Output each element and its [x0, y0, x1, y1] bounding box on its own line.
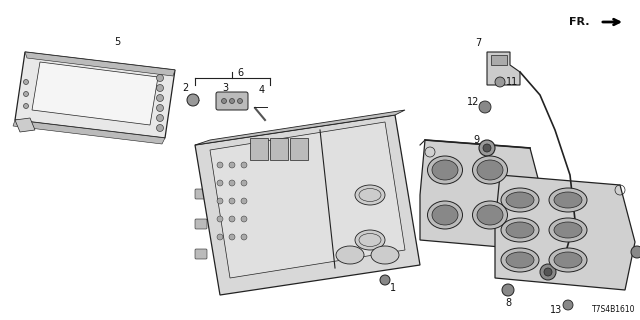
- Circle shape: [631, 246, 640, 258]
- Circle shape: [229, 180, 235, 186]
- Circle shape: [157, 115, 163, 122]
- Circle shape: [241, 216, 247, 222]
- Polygon shape: [487, 52, 520, 85]
- Circle shape: [241, 162, 247, 168]
- Ellipse shape: [371, 246, 399, 264]
- Circle shape: [229, 216, 235, 222]
- Ellipse shape: [549, 188, 587, 212]
- FancyBboxPatch shape: [195, 189, 207, 199]
- Polygon shape: [195, 115, 420, 295]
- Circle shape: [380, 275, 390, 285]
- Text: 11: 11: [506, 77, 518, 87]
- Circle shape: [241, 234, 247, 240]
- Ellipse shape: [477, 160, 503, 180]
- Ellipse shape: [477, 205, 503, 225]
- Bar: [290, 138, 308, 160]
- Ellipse shape: [549, 218, 587, 242]
- Circle shape: [187, 94, 199, 106]
- Text: 9: 9: [473, 135, 479, 145]
- Polygon shape: [15, 118, 35, 132]
- Ellipse shape: [506, 222, 534, 238]
- Circle shape: [229, 198, 235, 204]
- Circle shape: [229, 234, 235, 240]
- Circle shape: [24, 103, 29, 108]
- Circle shape: [157, 75, 163, 82]
- Circle shape: [502, 284, 514, 296]
- Ellipse shape: [355, 185, 385, 205]
- Text: 13: 13: [550, 305, 562, 315]
- Circle shape: [241, 198, 247, 204]
- Circle shape: [217, 198, 223, 204]
- Text: T7S4B1610: T7S4B1610: [591, 305, 635, 314]
- Ellipse shape: [549, 248, 587, 272]
- Text: 6: 6: [237, 68, 243, 78]
- Circle shape: [217, 162, 223, 168]
- Ellipse shape: [501, 248, 539, 272]
- FancyBboxPatch shape: [195, 219, 207, 229]
- Polygon shape: [195, 110, 405, 145]
- Ellipse shape: [472, 156, 508, 184]
- Ellipse shape: [428, 156, 463, 184]
- Circle shape: [483, 144, 491, 152]
- Bar: [491, 55, 507, 65]
- Circle shape: [479, 101, 491, 113]
- Ellipse shape: [501, 218, 539, 242]
- Circle shape: [217, 216, 223, 222]
- Ellipse shape: [554, 252, 582, 268]
- Circle shape: [237, 99, 243, 103]
- Polygon shape: [25, 52, 175, 76]
- Circle shape: [24, 79, 29, 84]
- Circle shape: [229, 162, 235, 168]
- Ellipse shape: [506, 192, 534, 208]
- Circle shape: [563, 300, 573, 310]
- Circle shape: [540, 264, 556, 280]
- Polygon shape: [15, 52, 175, 138]
- Polygon shape: [210, 122, 405, 278]
- Ellipse shape: [428, 201, 463, 229]
- Polygon shape: [32, 62, 158, 125]
- Polygon shape: [495, 175, 635, 290]
- Text: 7: 7: [475, 38, 481, 48]
- Circle shape: [217, 180, 223, 186]
- Ellipse shape: [472, 201, 508, 229]
- Circle shape: [241, 180, 247, 186]
- Polygon shape: [420, 140, 545, 250]
- Circle shape: [230, 99, 234, 103]
- Ellipse shape: [506, 252, 534, 268]
- Circle shape: [157, 105, 163, 111]
- Circle shape: [221, 99, 227, 103]
- FancyBboxPatch shape: [216, 92, 248, 110]
- Text: 12: 12: [467, 97, 479, 107]
- Bar: [270, 138, 288, 160]
- FancyBboxPatch shape: [195, 249, 207, 259]
- Text: 3: 3: [222, 83, 228, 93]
- Ellipse shape: [554, 222, 582, 238]
- Ellipse shape: [432, 160, 458, 180]
- Circle shape: [157, 124, 163, 132]
- Circle shape: [544, 268, 552, 276]
- Bar: [250, 138, 268, 160]
- Ellipse shape: [336, 246, 364, 264]
- Text: 1: 1: [390, 283, 396, 293]
- Circle shape: [217, 234, 223, 240]
- Circle shape: [24, 92, 29, 97]
- Circle shape: [495, 77, 505, 87]
- Ellipse shape: [355, 230, 385, 250]
- Text: FR.: FR.: [570, 17, 590, 27]
- Circle shape: [479, 140, 495, 156]
- Circle shape: [157, 84, 163, 92]
- Ellipse shape: [501, 188, 539, 212]
- Text: 5: 5: [114, 37, 120, 47]
- Polygon shape: [13, 120, 165, 144]
- Text: 4: 4: [259, 85, 265, 95]
- Text: 8: 8: [505, 298, 511, 308]
- Ellipse shape: [554, 192, 582, 208]
- Circle shape: [157, 94, 163, 101]
- Ellipse shape: [432, 205, 458, 225]
- Text: 2: 2: [182, 83, 188, 93]
